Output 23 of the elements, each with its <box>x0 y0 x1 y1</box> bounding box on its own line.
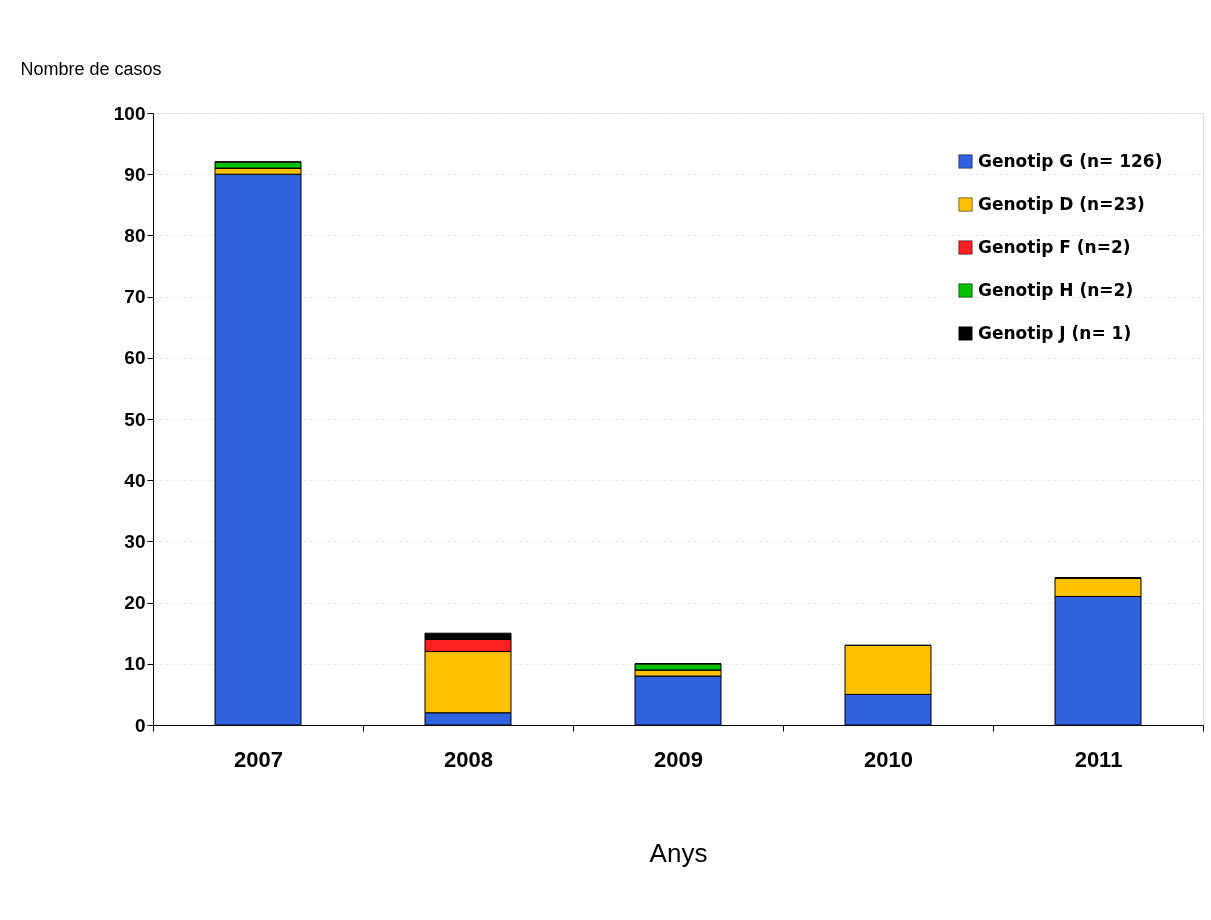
y-tick-label: 60 <box>124 347 146 369</box>
y-tick-label: 30 <box>124 530 146 552</box>
x-axis-title: Anys <box>649 837 708 868</box>
y-tick-label: 0 <box>134 714 146 736</box>
y-tick-label: 70 <box>124 286 146 308</box>
x-tick-label: 2008 <box>444 746 493 772</box>
y-tick-label: 40 <box>124 469 146 491</box>
y-axis-title: Nombre de casos <box>20 58 162 79</box>
y-tick-label: 90 <box>124 163 146 185</box>
legend-label: Genotip J (n= 1) <box>978 322 1132 343</box>
legend-label: Genotip G (n= 126) <box>978 150 1163 171</box>
y-tick-label: 80 <box>124 224 146 246</box>
x-tick-label: 2007 <box>234 746 283 772</box>
y-tick-label: 10 <box>124 653 146 675</box>
legend-label: Genotip D (n=23) <box>978 193 1145 214</box>
x-tick-label: 2009 <box>654 746 703 772</box>
legend-label: Genotip H (n=2) <box>978 279 1134 300</box>
y-tick-label: 100 <box>113 102 146 124</box>
legend-label: Genotip F (n=2) <box>978 236 1131 257</box>
y-tick-label: 50 <box>124 408 146 430</box>
x-tick-label: 2011 <box>1074 746 1123 772</box>
x-tick-label: 2010 <box>864 746 913 772</box>
y-tick-label: 20 <box>124 592 146 614</box>
